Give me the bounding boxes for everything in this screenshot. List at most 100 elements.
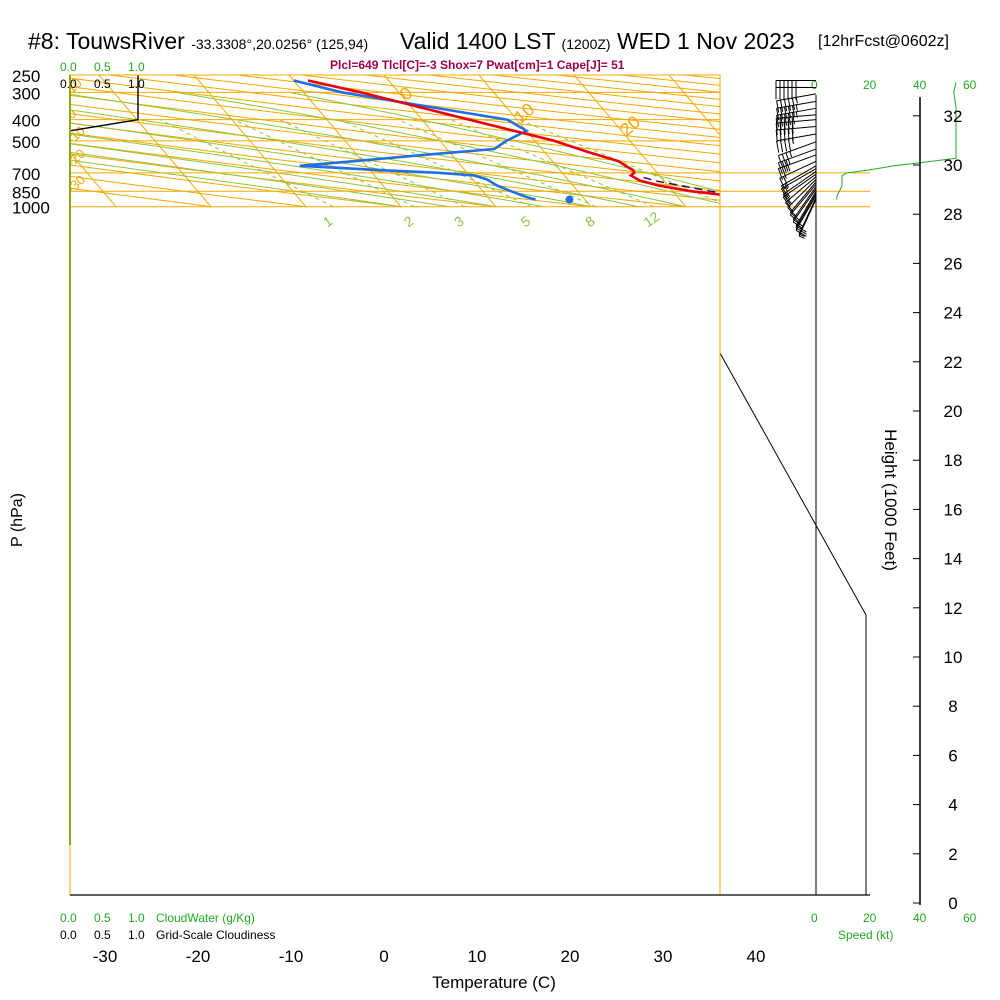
moist-adiabat-line [70, 151, 449, 208]
pressure-tick-label: 250 [12, 67, 40, 86]
speed-top-tick: 20 [863, 78, 877, 92]
height-tick-label: 10 [944, 648, 963, 667]
pressure-tick-label: 400 [12, 112, 40, 131]
station-coords: -33.3308°,20.0256° (125,94) [191, 36, 369, 52]
wind-barb [776, 133, 817, 153]
wind-barb [775, 126, 817, 143]
wind-barb [776, 93, 817, 113]
height-tick-label: 30 [944, 156, 963, 175]
mixing-ratio-line [397, 119, 597, 208]
dry-adiabat-line [70, 175, 306, 208]
mixing-ratio-label: 3 [451, 213, 467, 231]
wind-barb [798, 199, 817, 239]
wind-barb [775, 119, 817, 136]
cloudwater-bottom-tick: 1.0 [128, 911, 145, 925]
wind-barb [795, 195, 817, 237]
speed-bottom-tick: 40 [913, 911, 927, 925]
mixing-ratio-label: 5 [518, 213, 534, 231]
moist-adiabat-line [70, 143, 496, 208]
mixing-ratio-label: 8 [582, 213, 598, 231]
wind-speed-profile [836, 82, 957, 200]
wind-barb [776, 100, 817, 121]
cloudiness-bottom-tick: 0.5 [94, 928, 111, 942]
mixing-ratio-line [339, 119, 532, 208]
wind-barb [787, 179, 817, 217]
plot-frame [69, 74, 721, 896]
height-tick-label: 16 [944, 500, 963, 519]
y-axis-title: P (hPa) [9, 493, 26, 547]
height-tick-label: 22 [944, 353, 963, 372]
cloudwater-top-tick: 0.5 [94, 60, 111, 74]
wind-barb [775, 80, 817, 93]
pressure-tick-label: 1000 [12, 199, 50, 218]
sounding-profiles [293, 79, 720, 204]
temperature-tick-label: -20 [186, 947, 211, 966]
cloudiness-top-tick: 0.0 [60, 77, 77, 91]
mixing-ratio-label: 20 [717, 208, 739, 230]
speed-bottom-tick: 60 [963, 911, 977, 925]
valid-time-title: Valid 1400 LST (1200Z) WED 1 Nov 2023 [400, 28, 795, 55]
moist-adiabats [70, 91, 720, 208]
mixing-ratio-line [450, 119, 655, 208]
height-tick-label: 14 [944, 550, 963, 569]
isotherm-line [70, 151, 117, 208]
height-tick-label: 28 [944, 205, 963, 224]
isotherm-line [668, 75, 720, 136]
dry-adiabat-line [684, 75, 720, 80]
dry-adiabat-line [173, 75, 720, 138]
temperature-tick-label: 10 [468, 947, 487, 966]
dry-adiabat-line [813, 75, 1000, 207]
dry-adiabat-line [70, 122, 720, 201]
height-tick-label: 2 [948, 845, 957, 864]
dry-adiabat-line [70, 153, 496, 208]
pressure-tick-label: 850 [12, 183, 40, 202]
dry-adiabat-line [70, 94, 720, 173]
speed-top-tick: 0 [811, 78, 818, 92]
moist-adiabat-line [70, 122, 592, 208]
mixing-ratio-line [279, 119, 465, 208]
dry-adiabat-line [301, 75, 720, 123]
station-name: #8: TouwsRiver [28, 28, 185, 54]
height-tick-label: 18 [944, 451, 963, 470]
cloudwater-bottom-tick: 0.0 [60, 911, 77, 925]
moist-adiabat-line [70, 133, 544, 208]
temperature-tick-label: 30 [654, 947, 673, 966]
station-title: #8: TouwsRiver -33.3308°,20.0256° (125,9… [28, 28, 368, 55]
wind-barb [775, 86, 817, 100]
cloudwater-bottom-tick: 0.5 [94, 911, 111, 925]
speed-bottom-tick: 0 [811, 911, 818, 925]
speed-top-tick: 40 [913, 78, 927, 92]
mixing-ratio-label: 12 [640, 208, 662, 230]
pressure-tick-label: 300 [12, 84, 40, 103]
wind-barb [777, 141, 817, 167]
parcel-profile [641, 176, 720, 194]
pressure-tick-label: 500 [12, 133, 40, 152]
dry-adiabat-line [365, 75, 720, 115]
height-tick-label: 6 [948, 746, 957, 765]
height-tick-label: 4 [948, 796, 957, 815]
height-tick-label: 0 [948, 894, 957, 913]
x-axis-title: Temperature (C) [432, 973, 556, 992]
dry-adiabats [70, 75, 1000, 208]
mixing-ratio-label: 1 [320, 213, 336, 231]
dry-adiabat-line [70, 187, 211, 208]
isotherm-label: -30 [64, 172, 88, 196]
dry-adiabat-line [70, 86, 720, 164]
cloudiness-profile: 0.0 0.0 0.5 0.5 1.0 1.0 0.0 0.0 0.5 0.5 1.0 1.0 Clou… [60, 60, 275, 942]
dry-adiabat-line [70, 132, 686, 208]
height-tick-label: 26 [944, 254, 963, 273]
dry-adiabat-line [109, 75, 720, 147]
mixing-ratio-line [160, 119, 334, 208]
temperature-profile [307, 79, 720, 196]
valid-time: Valid 1400 LST [400, 28, 556, 54]
moist-adiabat-line [70, 93, 687, 208]
cloudiness-bottom-tick: 1.0 [128, 928, 145, 942]
cloudiness-top-tick: 0.5 [94, 77, 111, 91]
moist-adiabat-line [70, 109, 639, 208]
stability-indices: Plcl=649 Tlcl[C]=-3 Shox=7 Pwat[cm]=1 Ca… [330, 58, 625, 72]
dry-adiabat-line [70, 77, 720, 155]
wind-panel-border [719, 352, 867, 616]
isotherm-label: 30 [723, 126, 751, 154]
